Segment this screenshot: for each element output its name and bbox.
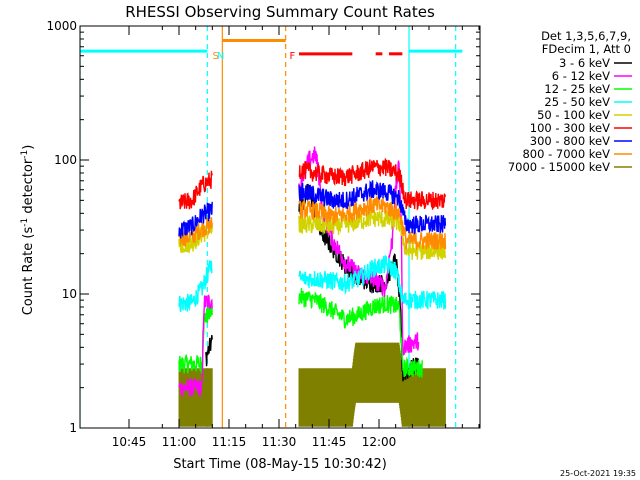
series-100-300-kev-seg0 bbox=[178, 170, 213, 210]
plot-frame bbox=[79, 25, 481, 429]
series-100-300-kev-seg1 bbox=[298, 158, 447, 211]
legend-label-3-6-kev: 3 - 6 keV bbox=[559, 56, 610, 70]
legend-label-50-100-kev: 50 - 100 keV bbox=[537, 108, 610, 122]
legend-label-25-50-kev: 25 - 50 keV bbox=[544, 95, 610, 109]
legend-label-100-300-kev: 100 - 300 keV bbox=[530, 121, 610, 135]
y-axis-label-sup2: -1 bbox=[20, 150, 30, 159]
x-tick-label-1045: 10:45 bbox=[112, 435, 147, 449]
legend: Det 1,3,5,6,7,9, FDecim 1, Att 0 3 - 6 k… bbox=[508, 29, 632, 174]
flag-label-n: N bbox=[217, 51, 224, 62]
flag-label-s: S bbox=[212, 51, 218, 62]
series-50-100-kev-seg1 bbox=[298, 208, 447, 260]
series-12-25-kev-seg1 bbox=[298, 288, 423, 378]
series-300-800-kev-seg0 bbox=[178, 201, 213, 239]
series-50-100-kev-seg0 bbox=[178, 222, 213, 254]
legend-header-line-1: Det 1,3,5,6,7,9, bbox=[541, 29, 631, 43]
legend-label-12-25-kev: 12 - 25 keV bbox=[544, 82, 610, 96]
y-tick-label-1: 1 bbox=[69, 421, 77, 435]
plot-area: SN F bbox=[80, 26, 463, 428]
legend-label-7000-15000-kev: 7000 - 15000 keV bbox=[508, 160, 610, 174]
y-axis-label-end: ) bbox=[21, 145, 36, 150]
y-tick-label-1000: 1000 bbox=[46, 19, 77, 33]
x-tick-label-1100: 11:00 bbox=[162, 435, 197, 449]
legend-header-line-2: FDecim 1, Att 0 bbox=[542, 42, 631, 56]
y-tick-label-100: 100 bbox=[54, 153, 77, 167]
series-12-25-kev-seg0 bbox=[178, 303, 213, 374]
series-6-12-kev-seg0 bbox=[178, 294, 213, 397]
series-7000-15000-kev-seg1 bbox=[298, 342, 446, 427]
series-3-6-kev-seg0 bbox=[205, 334, 213, 367]
chart-title: RHESSI Observing Summary Count Rates bbox=[125, 3, 435, 21]
axes: 1 10 100 1000 10:45 11:00 11:15 11:30 11:45 12:00 bbox=[46, 19, 481, 449]
legend-label-6-12-kev: 6 - 12 keV bbox=[552, 69, 610, 83]
series-25-50-kev-seg1 bbox=[298, 253, 447, 310]
x-tick-label-1200: 12:00 bbox=[362, 435, 397, 449]
x-tick-label-1130: 11:30 bbox=[262, 435, 297, 449]
series-6-12-kev-seg1 bbox=[298, 146, 420, 356]
y-tick-label-10: 10 bbox=[62, 287, 77, 301]
footer-date: 25-Oct-2021 19:35 bbox=[560, 469, 636, 478]
y-axis-label-main: Count Rate (s bbox=[21, 227, 36, 316]
y-axis-label-sup1: -1 bbox=[20, 218, 30, 227]
series-25-50-kev-seg0 bbox=[178, 260, 213, 313]
x-tick-label-1115: 11:15 bbox=[212, 435, 247, 449]
series-7000-15000-kev-seg0 bbox=[178, 368, 213, 427]
legend-label-800-7000-kev: 800 - 7000 keV bbox=[522, 147, 610, 161]
flag-label-f: F bbox=[289, 51, 295, 62]
series-300-800-kev-seg1 bbox=[298, 180, 447, 235]
series-800-7000-kev-seg1 bbox=[298, 196, 447, 251]
x-axis-label: Start Time (08-May-15 10:30:42) bbox=[173, 457, 387, 472]
y-axis-label-mid: detector bbox=[21, 158, 36, 218]
legend-label-300-800-kev: 300 - 800 keV bbox=[530, 134, 610, 148]
y-axis-label: Count Rate (s-1 detector-1) bbox=[20, 145, 36, 316]
x-tick-label-1145: 11:45 bbox=[312, 435, 347, 449]
